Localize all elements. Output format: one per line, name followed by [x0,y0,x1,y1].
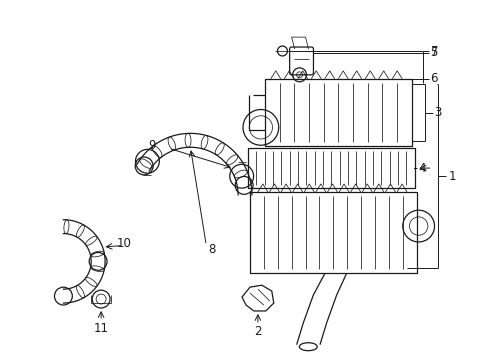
Text: 2: 2 [253,325,261,338]
Text: 4: 4 [418,162,425,175]
Text: 9: 9 [148,139,156,152]
Text: 6: 6 [429,72,437,85]
Text: 7: 7 [429,45,437,58]
Text: 10: 10 [117,237,132,250]
Text: 3: 3 [434,106,441,119]
Text: 5: 5 [429,46,437,59]
Text: 8: 8 [208,243,215,256]
Text: 1: 1 [447,170,455,183]
Text: 11: 11 [93,322,108,336]
